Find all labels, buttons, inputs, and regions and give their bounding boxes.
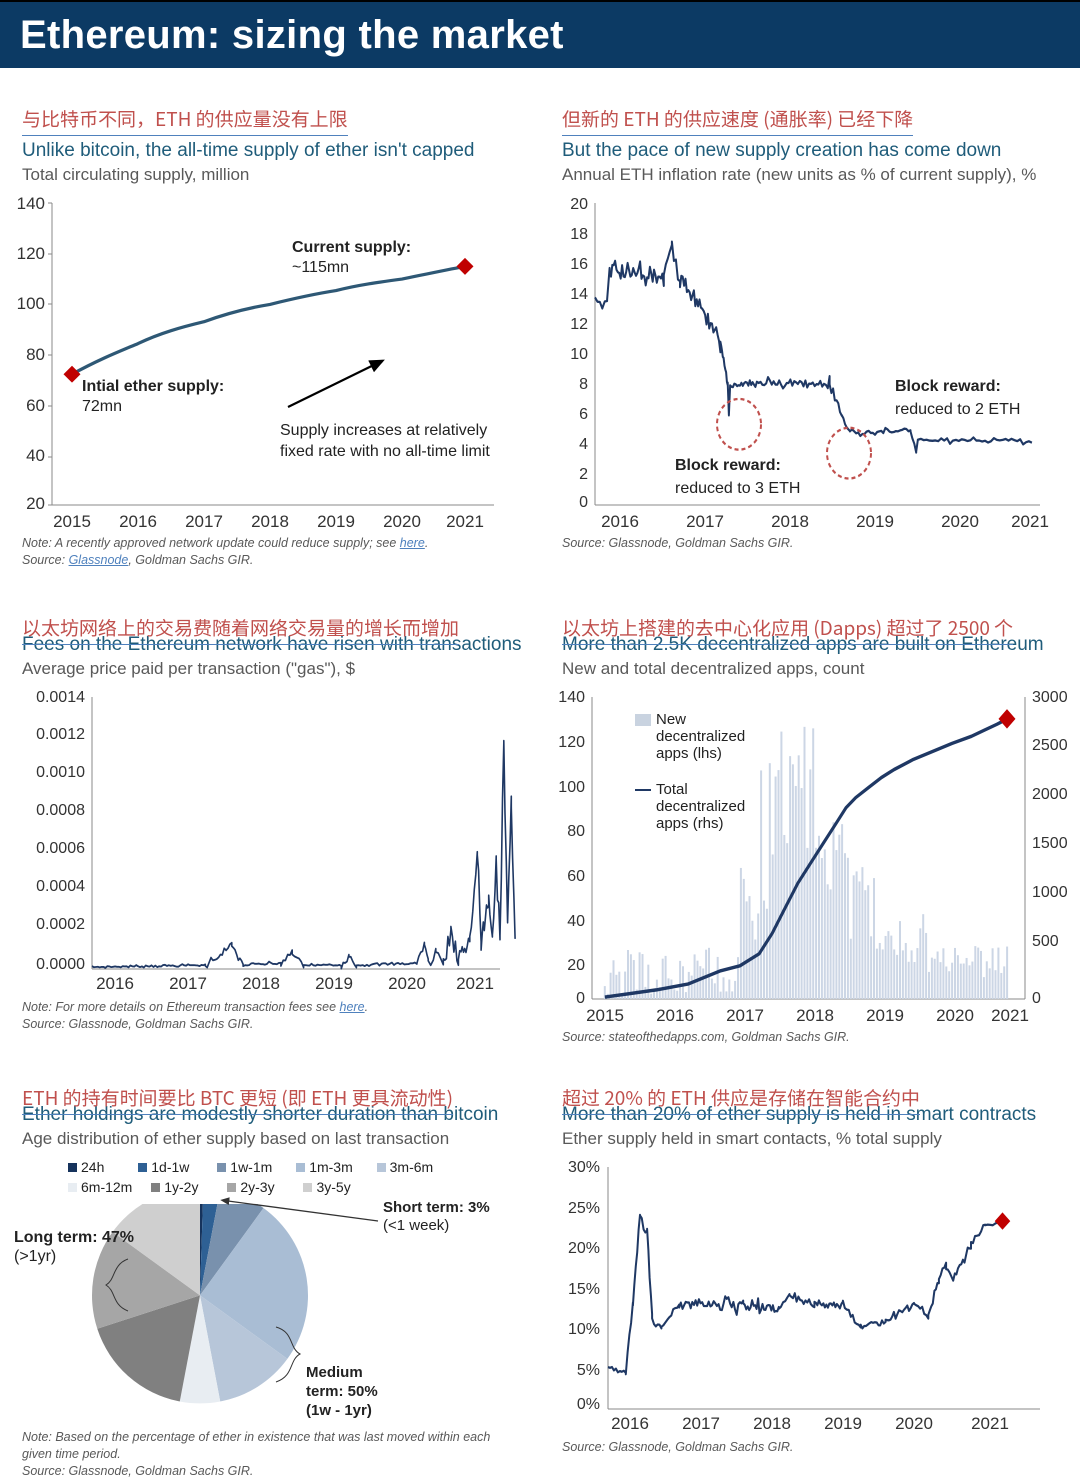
- svg-text:80: 80: [26, 345, 45, 364]
- svg-text:2021: 2021: [446, 512, 484, 531]
- svg-text:140: 140: [17, 195, 45, 213]
- svg-text:120: 120: [558, 734, 585, 751]
- svg-text:2020: 2020: [941, 512, 979, 531]
- svg-text:2016: 2016: [601, 512, 639, 531]
- svg-text:2021: 2021: [971, 1414, 1009, 1433]
- svg-text:2020: 2020: [936, 1006, 974, 1025]
- svg-text:20: 20: [570, 196, 588, 213]
- svg-text:6: 6: [579, 406, 588, 423]
- svg-text:100: 100: [17, 294, 45, 313]
- svg-text:0: 0: [579, 494, 588, 511]
- svg-text:0: 0: [576, 990, 585, 1007]
- svg-text:5%: 5%: [577, 1362, 600, 1379]
- svg-text:2019: 2019: [866, 1006, 904, 1025]
- svg-text:0.0010: 0.0010: [36, 764, 85, 781]
- svg-text:2018: 2018: [796, 1006, 834, 1025]
- svg-text:20%: 20%: [568, 1240, 600, 1257]
- svg-text:40: 40: [567, 913, 585, 930]
- svg-text:2019: 2019: [824, 1414, 862, 1433]
- svg-text:2016: 2016: [119, 512, 157, 531]
- svg-text:2019: 2019: [856, 512, 894, 531]
- svg-text:2017: 2017: [726, 1006, 764, 1025]
- svg-text:10%: 10%: [568, 1321, 600, 1338]
- svg-text:0.0012: 0.0012: [36, 726, 85, 743]
- svg-text:0.0004: 0.0004: [36, 878, 85, 895]
- svg-text:60: 60: [567, 868, 585, 885]
- svg-text:2500: 2500: [1032, 737, 1068, 754]
- svg-text:2021: 2021: [1011, 512, 1049, 531]
- svg-text:0: 0: [1032, 990, 1041, 1007]
- svg-text:2020: 2020: [388, 974, 426, 993]
- svg-text:0%: 0%: [577, 1396, 600, 1413]
- svg-text:2018: 2018: [753, 1414, 791, 1433]
- svg-text:2: 2: [579, 466, 588, 483]
- svg-text:2019: 2019: [317, 512, 355, 531]
- svg-text:0.0008: 0.0008: [36, 802, 85, 819]
- svg-text:2017: 2017: [686, 512, 724, 531]
- svg-text:4: 4: [579, 436, 588, 453]
- svg-text:2018: 2018: [242, 974, 280, 993]
- svg-text:2020: 2020: [895, 1414, 933, 1433]
- svg-text:140: 140: [558, 689, 585, 706]
- svg-text:1000: 1000: [1032, 884, 1068, 901]
- svg-text:8: 8: [579, 376, 588, 393]
- svg-text:0.0006: 0.0006: [36, 840, 85, 857]
- svg-text:500: 500: [1032, 933, 1059, 950]
- svg-text:2021: 2021: [991, 1006, 1029, 1025]
- svg-text:14: 14: [570, 286, 588, 303]
- svg-text:2017: 2017: [185, 512, 223, 531]
- svg-text:80: 80: [567, 823, 585, 840]
- svg-text:20: 20: [567, 957, 585, 974]
- svg-text:2000: 2000: [1032, 786, 1068, 803]
- svg-text:2020: 2020: [383, 512, 421, 531]
- svg-text:0.0002: 0.0002: [36, 916, 85, 933]
- svg-text:2016: 2016: [96, 974, 134, 993]
- svg-text:2017: 2017: [169, 974, 207, 993]
- svg-text:30%: 30%: [568, 1159, 600, 1176]
- svg-text:2018: 2018: [771, 512, 809, 531]
- svg-text:3000: 3000: [1032, 689, 1068, 706]
- svg-text:15%: 15%: [568, 1281, 600, 1298]
- svg-text:12: 12: [570, 316, 588, 333]
- svg-text:18: 18: [570, 226, 588, 243]
- svg-text:2018: 2018: [251, 512, 289, 531]
- svg-text:1500: 1500: [1032, 835, 1068, 852]
- svg-text:2015: 2015: [53, 512, 91, 531]
- svg-text:10: 10: [570, 346, 588, 363]
- svg-text:2016: 2016: [656, 1006, 694, 1025]
- svg-text:2015: 2015: [586, 1006, 624, 1025]
- svg-text:60: 60: [26, 396, 45, 415]
- svg-text:2017: 2017: [682, 1414, 720, 1433]
- svg-text:20: 20: [26, 494, 45, 513]
- svg-text:2021: 2021: [456, 974, 494, 993]
- svg-text:40: 40: [26, 446, 45, 465]
- svg-text:2019: 2019: [315, 974, 353, 993]
- svg-text:0.0014: 0.0014: [36, 689, 85, 706]
- svg-text:16: 16: [570, 256, 588, 273]
- svg-text:25%: 25%: [568, 1200, 600, 1217]
- svg-text:0.0000: 0.0000: [36, 956, 85, 973]
- svg-text:120: 120: [17, 244, 45, 263]
- svg-text:100: 100: [558, 779, 585, 796]
- svg-text:2016: 2016: [611, 1414, 649, 1433]
